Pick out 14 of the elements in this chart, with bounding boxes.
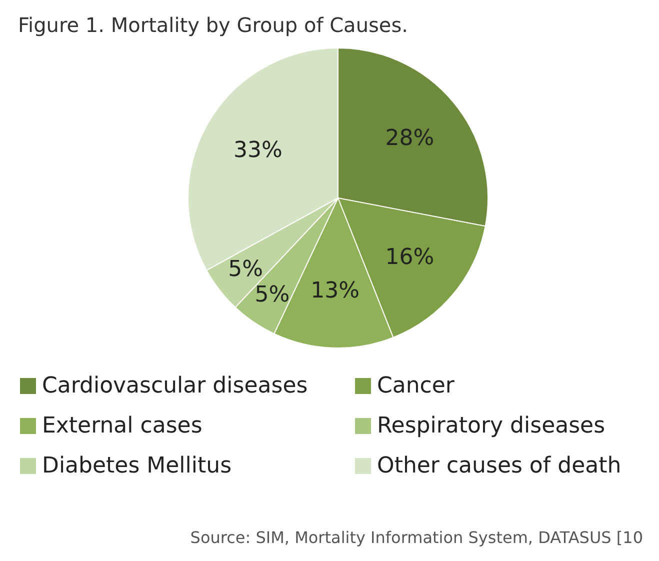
data-label: 5%	[228, 257, 264, 282]
source-note: Source: SIM, Mortality Information System, DATASUS [10	[190, 528, 643, 547]
chart-title: Figure 1. Mortality by Group of Causes.	[18, 13, 408, 37]
legend-label: Cardiovascular diseases	[42, 374, 308, 398]
legend-label: Other causes of death	[377, 454, 622, 478]
legend-label: Cancer	[377, 374, 456, 398]
legend-label: Respiratory diseases	[377, 414, 606, 438]
data-label: 28%	[385, 126, 434, 152]
data-label: 5%	[254, 282, 290, 308]
data-label: 13%	[310, 278, 360, 304]
legend-label: External cases	[42, 414, 202, 438]
data-label: 16%	[385, 244, 434, 270]
data-label: 33%	[234, 138, 282, 164]
legend-label: Diabetes Mellitus	[42, 454, 232, 478]
